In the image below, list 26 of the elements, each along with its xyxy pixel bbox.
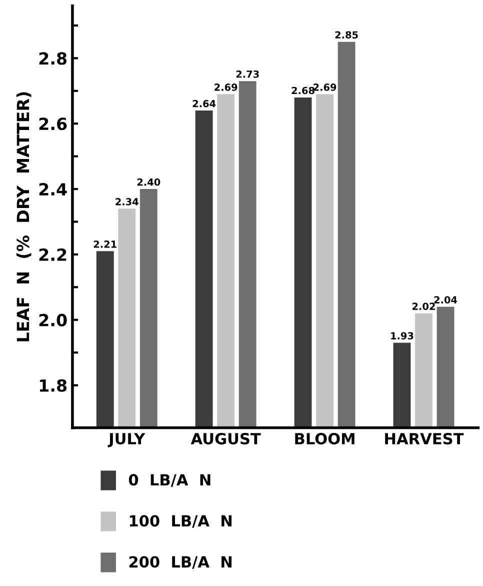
data-label: 2.02 — [412, 302, 435, 310]
data-label: 2.68 — [292, 86, 314, 94]
y-tick-label: 2.0 — [39, 314, 67, 326]
y-axis-title: LEAF N (% DRY MATTER) — [16, 92, 32, 342]
data-label: 1.93 — [391, 332, 414, 340]
y-tick-label: 2.8 — [39, 52, 67, 65]
legend-label: 200 LB/A N — [129, 556, 232, 569]
data-label: 2.73 — [236, 70, 259, 78]
x-tick-label: AUGUST — [190, 432, 261, 444]
y-tick-label: 2.6 — [39, 118, 67, 130]
data-label: 2.04 — [434, 296, 458, 304]
data-label: 2.34 — [116, 198, 138, 206]
data-label: 2.21 — [94, 240, 116, 248]
y-tick-label: 2.4 — [39, 182, 67, 196]
data-label: 2.69 — [314, 84, 336, 91]
x-tick-label: BLOOM — [295, 432, 354, 444]
legend-label: 0 LB/A N — [128, 474, 210, 487]
data-label: 2.40 — [137, 178, 160, 186]
x-tick-label: JULY — [108, 433, 146, 448]
data-label: 2.85 — [335, 31, 358, 39]
y-tick-label: 1.8 — [40, 379, 67, 392]
data-label: 2.64 — [192, 100, 216, 108]
data-label: 2.69 — [214, 84, 238, 91]
x-tick-label: HARVEST — [385, 432, 464, 444]
legend-label: 100 LB/A N — [130, 515, 232, 528]
y-tick-label: 2.2 — [39, 248, 66, 261]
